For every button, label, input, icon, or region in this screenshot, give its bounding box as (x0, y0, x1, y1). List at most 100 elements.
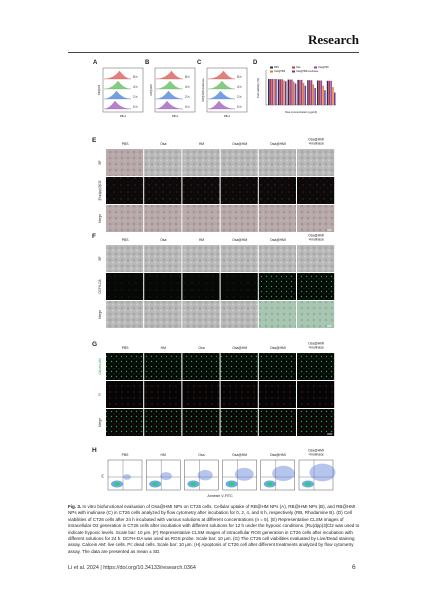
column-header: +Inulinase (308, 346, 324, 350)
column-header: Osa@HM (232, 142, 247, 146)
column-header: Osa@HMI (308, 234, 324, 238)
cell-cluster (190, 482, 197, 486)
panel-label: G (92, 341, 97, 348)
histogram-curve (207, 90, 236, 100)
micrograph (258, 353, 296, 380)
bar (332, 87, 334, 105)
y-axis-label: PI (101, 474, 105, 477)
column-header: Osa@HMI (270, 142, 286, 146)
bar (297, 79, 299, 105)
micrograph (220, 205, 258, 232)
bar (289, 79, 291, 105)
time-label: 8 h (237, 75, 242, 79)
x-axis-label: Annexin V-FITC (207, 494, 233, 498)
micrograph (220, 409, 258, 436)
histogram-curve (103, 90, 132, 100)
time-label: 0 h (237, 105, 242, 109)
time-label: 0 h (133, 105, 138, 109)
bar (301, 79, 303, 105)
bar (302, 83, 305, 105)
histogram-curve (207, 100, 236, 110)
micrograph (220, 301, 258, 328)
y-axis-label: RB@HMI (149, 84, 153, 95)
micrograph (106, 381, 144, 408)
cell-cluster (309, 463, 336, 482)
caption-label: Fig. 3. (68, 504, 82, 509)
column-header: Osa (160, 142, 166, 146)
y-axis-label: RB@HM (97, 85, 101, 95)
column-header: Osa@HM (232, 238, 247, 242)
micrograph (297, 273, 335, 300)
bar (287, 79, 290, 105)
micrograph (182, 177, 220, 204)
column-header: HM (161, 453, 166, 457)
bar (291, 79, 293, 105)
legend-label: Osa@HMI+Inulinase (296, 70, 319, 73)
micrograph (258, 177, 296, 204)
cell-cluster (228, 482, 235, 486)
column-header: HM (199, 238, 204, 242)
bar (277, 79, 280, 105)
bar (322, 85, 324, 105)
plot-frame (154, 67, 196, 113)
bar (271, 79, 274, 105)
row-label: Merge (98, 418, 102, 427)
bar (294, 83, 297, 105)
micrograph (182, 353, 220, 380)
legend-swatch (270, 70, 273, 73)
time-label: 8 h (185, 75, 190, 79)
histogram-curve (155, 70, 184, 80)
micrograph (258, 381, 296, 408)
micrograph (182, 381, 220, 408)
column-header: +Inulinase (308, 142, 324, 146)
histogram-curve (103, 100, 132, 110)
micrograph (182, 245, 220, 272)
histogram-curve (207, 70, 236, 80)
micrograph (297, 177, 335, 204)
bar (279, 79, 282, 105)
micrograph (258, 245, 296, 272)
column-header: HM (199, 142, 204, 146)
micrograph (144, 301, 182, 328)
time-label: 2 h (185, 95, 190, 99)
bar (324, 90, 326, 105)
micrograph (258, 205, 296, 232)
bar (334, 92, 336, 105)
column-header: Osa@HMI (308, 449, 324, 453)
micrograph (144, 245, 182, 272)
histogram-curve (155, 80, 184, 90)
cell-cluster (272, 465, 295, 482)
bar (330, 80, 332, 105)
column-header: Osa@HM (232, 346, 247, 350)
panel-label: F (92, 233, 96, 240)
micrograph (182, 149, 220, 176)
micrograph (258, 273, 296, 300)
time-label: 2 h (133, 95, 138, 99)
cell-cluster (114, 482, 120, 486)
micrograph (144, 353, 182, 380)
row-label: DCFH-DA (98, 278, 102, 293)
row-label: [Ru(dpp)3]Cl2 (98, 180, 102, 200)
cell-cluster (123, 474, 131, 480)
micrograph (182, 205, 220, 232)
x-axis-label: Osa concentration (µg/ml) (285, 110, 317, 114)
column-header: PBS (122, 346, 130, 350)
micrograph (106, 409, 144, 436)
page-number: 6 (352, 564, 356, 571)
bar (310, 80, 313, 105)
bar (318, 80, 321, 105)
bar (320, 80, 323, 105)
column-header: +Inulinase (308, 453, 324, 457)
legend-label: Osa@HM (318, 66, 329, 69)
micrograph (297, 205, 335, 232)
row-label: Merge (98, 214, 102, 223)
micrograph (106, 149, 144, 176)
legend-swatch (292, 70, 295, 73)
column-header: PBS (122, 238, 130, 242)
micrograph (297, 149, 335, 176)
row-label: Calcein-AM (98, 358, 102, 375)
micrograph (258, 149, 296, 176)
y-axis-label: RB@HMI+Inulinase (201, 78, 205, 101)
bar (314, 88, 316, 105)
